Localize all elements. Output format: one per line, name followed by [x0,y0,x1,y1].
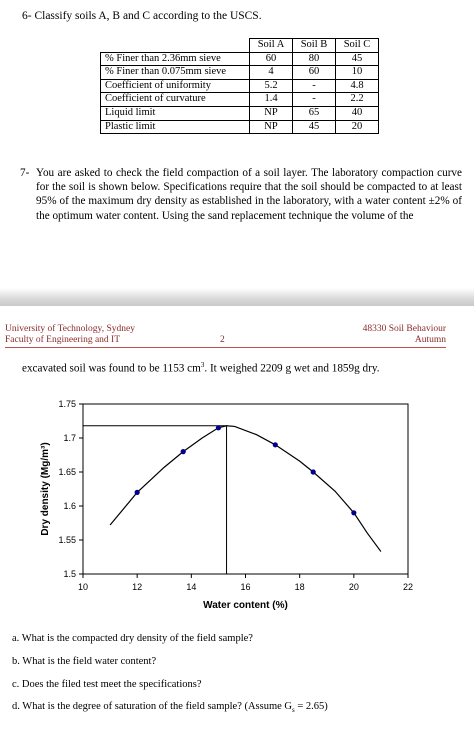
table-cell: 60 [249,51,293,67]
compaction-curve-chart: 1.5 1.55 1.6 1.65 1.7 1.75 10 12 14 16 18 20 22 Water… [40,399,413,611]
x-tick-label: 10 [78,582,88,592]
data-point [272,442,278,448]
header-rule [5,347,446,348]
question-7: 7- You are asked to check the field comp… [20,166,462,223]
table-cell: 5.2 [249,78,293,94]
column-header: Soil C [335,38,379,53]
question-6-title: 6- Classify soils A, B and C according t… [22,10,262,22]
row-label: % Finer than 0.075mm sieve [100,65,250,80]
table-cell: 80 [292,51,336,67]
university-name: University of Technology, Sydney [5,324,135,334]
x-tick-label: 18 [295,582,305,592]
page-number: 2 [220,335,225,345]
question-7-text: You are asked to check the field compact… [36,167,462,222]
table-cell: 1.4 [249,92,293,107]
table-cell: 60 [292,65,336,80]
column-header: Soil A [249,38,293,53]
table-row: Coefficient of curvature 1.4 - 2.2 [100,92,379,107]
y-tick-label: 1.55 [58,535,76,545]
plot-area-frame [82,403,409,575]
table-cell: 4.8 [335,78,379,94]
table-row: Plastic limit NP 45 20 [100,119,379,135]
row-label: Coefficient of uniformity [100,78,250,94]
y-tick-label: 1.75 [58,399,76,409]
row-label: % Finer than 2.36mm sieve [100,51,250,67]
question-d: d. What is the degree of saturation of t… [12,701,328,714]
course-code: 48330 Soil Behaviour [362,324,446,334]
x-tick-label: 12 [132,582,142,592]
row-label: Coefficient of curvature [100,92,250,107]
data-point [215,425,222,431]
question-d-text: d. What is the degree of saturation of t… [12,701,293,712]
y-tick-label: 1.65 [58,467,76,477]
page-break-shadow [0,288,474,306]
question-b: b. What is the field water content? [12,656,157,667]
table-cell: NP [249,119,293,135]
specific-gravity-subscript: s [292,706,295,715]
table-cell: 4 [249,65,293,80]
question-7-number: 7- [20,167,30,179]
column-header: Soil B [292,38,336,53]
table-cell: 10 [335,65,379,80]
data-point [351,510,357,516]
compaction-curve-line [109,425,382,552]
x-tick-label: 20 [349,582,359,592]
table-row: Liquid limit NP 65 40 [100,105,379,121]
table-cell: 20 [335,119,379,135]
table-cell: 65 [292,105,336,121]
faculty-name: Faculty of Engineering and IT [5,335,121,345]
y-tick-label: 1.5 [63,569,76,579]
page-header-left: University of Technology, Sydney Faculty… [5,324,135,346]
x-tick-label: 22 [403,582,413,592]
table-row: % Finer than 2.36mm sieve 60 80 45 [100,51,379,67]
excavation-text-start: excavated soil was found to be 1153 cm [22,362,201,375]
x-tick-label: 16 [240,582,250,592]
table-row: % Finer than 0.075mm sieve 4 60 10 [100,65,379,80]
table-cell: NP [249,105,293,121]
y-axis-label: Dry density (Mg/m³) [40,442,51,535]
data-point [310,469,316,475]
table-cell: - [292,78,336,94]
y-tick-label: 1.7 [63,433,76,443]
excavation-statement: excavated soil was found to be 1153 cm3.… [22,361,380,375]
table-corner-cell [100,38,250,53]
volume-exponent: 3 [200,361,205,369]
question-a: a. What is the compacted dry density of … [12,633,253,644]
table-cell: - [292,92,336,107]
semester: Autumn [414,335,446,345]
y-tick-label: 1.6 [63,501,76,511]
x-tick-label: 14 [186,582,196,592]
table-cell: 45 [292,119,336,135]
row-label: Liquid limit [100,105,250,121]
table-cell: 2.2 [335,92,379,107]
row-label: Plastic limit [100,119,250,135]
excavation-text-end: . It weighed 2209 g wet and 1859g dry. [204,362,380,375]
question-c: c. Does the filed test meet the specific… [12,679,202,690]
table-cell: 40 [335,105,379,121]
question-d-tail: = 2.65) [294,701,328,712]
data-point [134,489,140,495]
table-header-row: Soil A Soil B Soil C [100,38,379,53]
x-axis-label: Water content (%) [203,600,288,611]
data-point [180,449,186,455]
page-header-right: 48330 Soil Behaviour Autumn [363,324,446,346]
table-row: Coefficient of uniformity 5.2 - 4.8 [100,78,379,94]
soil-properties-table: Soil A Soil B Soil C % Finer than 2.36mm… [100,38,379,135]
table-cell: 45 [335,51,379,67]
